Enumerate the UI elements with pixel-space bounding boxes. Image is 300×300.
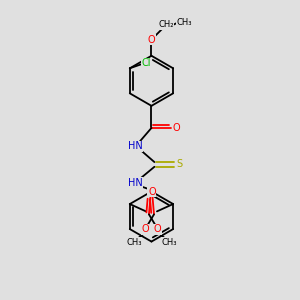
Text: CH₃: CH₃ bbox=[161, 238, 177, 247]
Text: CH₂: CH₂ bbox=[158, 20, 174, 29]
Text: O: O bbox=[154, 224, 162, 234]
Text: CH₃: CH₃ bbox=[126, 238, 142, 247]
Text: Cl: Cl bbox=[142, 58, 151, 68]
Text: O: O bbox=[148, 187, 156, 197]
Text: O: O bbox=[148, 34, 155, 45]
Text: O: O bbox=[147, 187, 155, 197]
Text: O: O bbox=[141, 224, 149, 234]
Text: CH₃: CH₃ bbox=[177, 18, 192, 27]
Text: HN: HN bbox=[128, 141, 143, 151]
Text: O: O bbox=[172, 123, 180, 133]
Text: S: S bbox=[176, 159, 182, 170]
Text: HN: HN bbox=[128, 178, 143, 188]
